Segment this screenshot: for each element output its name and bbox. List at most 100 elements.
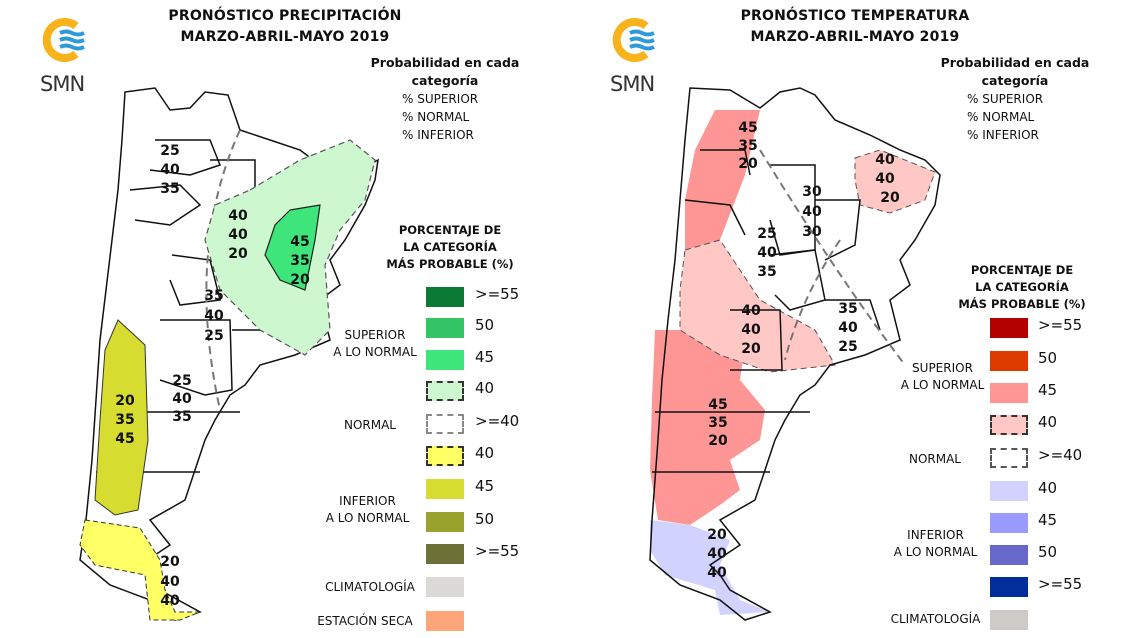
prob-item-inferior: % INFERIOR xyxy=(967,128,1039,142)
group-inferior: INFERIOR A LO NORMAL xyxy=(888,527,983,561)
legend-label: 45 xyxy=(475,348,495,366)
group-normal: NORMAL xyxy=(343,418,396,432)
svg-text:40: 40 xyxy=(228,227,248,243)
legend-swatch-climatologia xyxy=(426,577,464,597)
group-label-line2: A LO NORMAL xyxy=(325,511,410,525)
precipitation-panel: PRONÓSTICO PRECIPITACIÓN MARZO-ABRIL-MAY… xyxy=(38,8,520,631)
precip-map: 25 40 35 40 40 20 45 35 20 35 40 25 25 40 35 20 35 4… xyxy=(79,87,379,621)
svg-text:25: 25 xyxy=(172,373,191,389)
legend-swatch-normal xyxy=(990,448,1028,468)
legend-swatch-inf-50 xyxy=(990,545,1028,565)
group-superior: SUPERIOR A LO NORMAL xyxy=(330,327,420,361)
legend-swatch-sup-45 xyxy=(426,350,464,370)
legend-label: 50 xyxy=(475,510,495,528)
legend-swatch-inf-40 xyxy=(990,481,1028,501)
legend-swatch-inf-45 xyxy=(426,479,464,499)
svg-text:40: 40 xyxy=(204,308,224,324)
svg-text:20: 20 xyxy=(880,190,900,206)
legend-title-line1: PORCENTAJE DE xyxy=(970,263,1074,277)
legend-label: 40 xyxy=(475,444,495,462)
legend-swatch-estacion-seca xyxy=(426,611,464,631)
group-inferior: INFERIOR A LO NORMAL xyxy=(320,493,415,527)
legend-title-line3: MÁS PROBABLE (%) xyxy=(386,257,514,271)
smn-logo: SMN xyxy=(38,14,98,104)
temperature-panel: PRONÓSTICO TEMPERATURA MARZO-ABRIL-MAYO … xyxy=(570,0,1140,638)
legend-swatch-sup-50 xyxy=(426,318,464,338)
svg-text:40: 40 xyxy=(160,593,180,609)
legend-label: 50 xyxy=(1038,543,1058,561)
legend-label: 40 xyxy=(1038,479,1058,497)
smn-logo-text: SMN xyxy=(40,72,85,96)
legend-title-line1: PORCENTAJE DE xyxy=(398,223,502,237)
svg-text:35: 35 xyxy=(738,138,757,154)
legend-swatch-sup-40 xyxy=(426,381,464,401)
temp-legend-title: PORCENTAJE DE LA CATEGORÍA MÁS PROBABLE … xyxy=(952,262,1092,313)
svg-text:35: 35 xyxy=(115,412,134,428)
group-superior: SUPERIOR A LO NORMAL xyxy=(895,360,990,394)
svg-text:30: 30 xyxy=(802,224,822,240)
legend-title-line3: MÁS PROBABLE (%) xyxy=(958,297,1086,311)
svg-text:25: 25 xyxy=(838,339,857,355)
prob-header-line1: Probabilidad en cada xyxy=(940,55,1090,70)
svg-text:40: 40 xyxy=(757,245,777,261)
svg-text:35: 35 xyxy=(757,264,776,280)
group-normal: NORMAL xyxy=(908,452,961,466)
svg-text:40: 40 xyxy=(707,565,727,581)
group-label-line1: INFERIOR xyxy=(907,528,964,542)
svg-text:20: 20 xyxy=(708,433,728,449)
legend-label: >=55 xyxy=(475,542,520,560)
legend-label: 40 xyxy=(475,379,495,397)
prob-item-superior: % SUPERIOR xyxy=(967,92,1044,106)
svg-text:20: 20 xyxy=(160,554,180,570)
smn-logo-icon xyxy=(612,18,655,62)
group-label-line2: A LO NORMAL xyxy=(900,378,985,392)
smn-logo: SMN xyxy=(608,14,668,104)
group-label-line1: SUPERIOR xyxy=(912,361,973,375)
svg-text:35: 35 xyxy=(290,253,309,269)
svg-text:20: 20 xyxy=(741,341,761,357)
svg-text:20: 20 xyxy=(228,246,248,262)
svg-text:20: 20 xyxy=(738,156,758,172)
svg-text:35: 35 xyxy=(708,415,727,431)
legend-label: >=40 xyxy=(1038,446,1083,464)
legend-title-line2: LA CATEGORÍA xyxy=(403,240,497,254)
group-climatologia: CLIMATOLOGÍA xyxy=(325,580,415,594)
svg-text:40: 40 xyxy=(160,162,180,178)
svg-text:45: 45 xyxy=(708,397,727,413)
legend-label: 50 xyxy=(1038,349,1058,367)
temp-title: PRONÓSTICO TEMPERATURA MARZO-ABRIL-MAYO … xyxy=(570,6,1140,48)
svg-text:40: 40 xyxy=(838,320,858,336)
precip-title-line1: PRONÓSTICO PRECIPITACIÓN xyxy=(168,8,402,24)
legend-swatch-normal xyxy=(426,414,464,434)
svg-text:20: 20 xyxy=(707,527,727,543)
legend-swatch-inf-55 xyxy=(426,544,464,564)
precip-legend-title: PORCENTAJE DE LA CATEGORÍA MÁS PROBABLE … xyxy=(380,222,520,273)
legend-swatch-sup-40 xyxy=(990,415,1028,435)
svg-text:40: 40 xyxy=(228,208,248,224)
group-estacion-seca: ESTACIÓN SECA xyxy=(317,614,413,628)
legend-label: 45 xyxy=(1038,511,1058,529)
legend-swatch-inf-55 xyxy=(990,577,1028,597)
svg-text:20: 20 xyxy=(290,272,310,288)
legend-swatch-inf-40 xyxy=(426,446,464,466)
legend-label: >=55 xyxy=(1038,316,1083,334)
svg-text:35: 35 xyxy=(160,181,179,197)
legend-swatch-climatologia xyxy=(990,610,1028,630)
temp-title-line2: MARZO-ABRIL-MAYO 2019 xyxy=(750,29,960,45)
precip-title-line2: MARZO-ABRIL-MAYO 2019 xyxy=(180,29,390,45)
smn-logo-text: SMN xyxy=(610,72,655,96)
smn-logo-icon xyxy=(42,18,85,62)
legend-swatch-inf-45 xyxy=(990,513,1028,533)
group-label-line1: SUPERIOR xyxy=(344,328,406,342)
svg-text:40: 40 xyxy=(875,152,895,168)
svg-text:35: 35 xyxy=(172,409,191,425)
legend-label: 45 xyxy=(475,477,495,495)
svg-text:35: 35 xyxy=(204,288,223,304)
group-label-line2: A LO NORMAL xyxy=(333,345,417,359)
legend-label: 40 xyxy=(1038,413,1058,431)
prob-item-superior: % SUPERIOR xyxy=(402,92,479,106)
prob-header-line2: categoría xyxy=(981,73,1049,88)
svg-text:45: 45 xyxy=(115,431,134,447)
legend-label: >=55 xyxy=(475,285,520,303)
svg-text:45: 45 xyxy=(738,120,757,136)
